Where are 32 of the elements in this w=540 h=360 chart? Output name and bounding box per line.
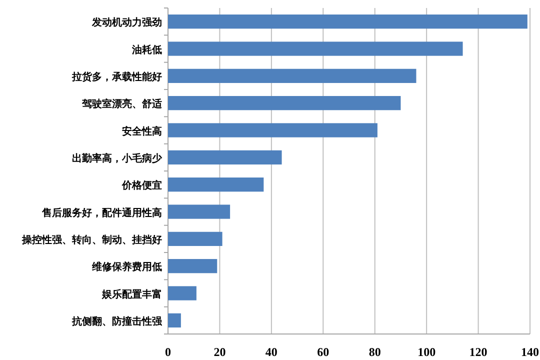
bar [168, 150, 282, 164]
bar [168, 14, 528, 29]
y-tick-label: 售后服务好，配件通用性高 [41, 206, 162, 219]
y-tick-label: 驾驶室漂亮、舒适 [81, 98, 163, 110]
x-tick-label: 60 [317, 345, 330, 359]
y-tick-label: 价格便宜 [121, 180, 162, 192]
bar [168, 42, 463, 56]
y-tick-label: 维修保养费用低 [91, 261, 162, 274]
bar [168, 313, 181, 328]
x-tick-label: 0 [165, 345, 171, 359]
bar [168, 123, 378, 138]
bar [168, 96, 401, 110]
y-tick-label: 油耗低 [131, 44, 162, 56]
x-tick-label: 40 [265, 345, 278, 359]
bar [168, 259, 218, 274]
bar [168, 204, 230, 219]
y-tick-label: 发动机动力强劲 [91, 16, 162, 29]
bar [168, 178, 264, 192]
y-tick-label: 操控性强、转向、制动、挂挡好 [21, 234, 162, 246]
x-tick-label: 120 [469, 345, 488, 359]
bar [168, 68, 416, 83]
x-tick-label: 100 [418, 345, 436, 359]
x-tick-label: 20 [214, 345, 226, 359]
x-tick-label: 80 [368, 345, 381, 359]
x-tick-label: 140 [521, 345, 539, 359]
bar [168, 232, 222, 246]
y-tick-label: 拉货多，承载性能好 [71, 70, 162, 83]
y-tick-label: 安全性高 [122, 125, 162, 138]
bar [168, 286, 196, 300]
y-tick-label: 抗侧翻、防撞击性强 [71, 315, 163, 328]
y-tick-label: 出勤率高，小毛病少 [72, 152, 163, 164]
y-tick-label: 娱乐配置丰富 [101, 288, 162, 300]
